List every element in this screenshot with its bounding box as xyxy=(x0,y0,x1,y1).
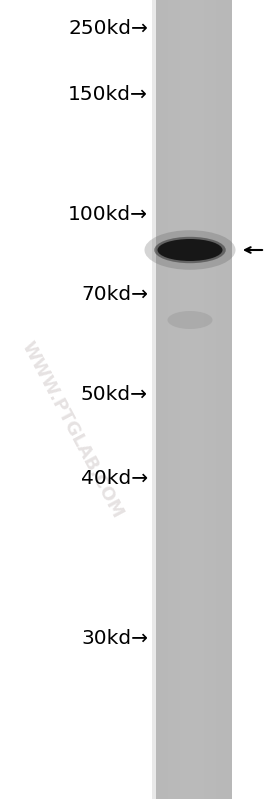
Bar xyxy=(184,0,188,799)
Text: 150kd→: 150kd→ xyxy=(68,85,148,105)
Bar xyxy=(228,0,232,799)
Text: 30kd→: 30kd→ xyxy=(81,629,148,647)
Text: 70kd→: 70kd→ xyxy=(81,285,148,304)
Bar xyxy=(192,0,196,799)
Bar xyxy=(216,0,220,799)
Bar xyxy=(176,0,180,799)
Text: 40kd→: 40kd→ xyxy=(81,468,148,487)
Ellipse shape xyxy=(154,237,226,263)
Bar xyxy=(180,0,184,799)
Ellipse shape xyxy=(157,239,223,261)
Bar xyxy=(152,0,157,799)
Bar xyxy=(200,0,204,799)
Bar xyxy=(164,0,168,799)
Bar xyxy=(160,0,164,799)
Bar xyxy=(204,0,208,799)
Bar xyxy=(168,0,172,799)
Bar xyxy=(224,0,228,799)
Bar xyxy=(188,0,192,799)
Text: WWW.PTGLAB.COM: WWW.PTGLAB.COM xyxy=(18,339,126,522)
Bar xyxy=(156,0,160,799)
Text: 50kd→: 50kd→ xyxy=(81,385,148,404)
Bar xyxy=(212,0,216,799)
Ellipse shape xyxy=(144,230,235,270)
Ellipse shape xyxy=(167,311,213,329)
Bar xyxy=(220,0,224,799)
Bar xyxy=(172,0,176,799)
Text: 250kd→: 250kd→ xyxy=(68,18,148,38)
Text: 100kd→: 100kd→ xyxy=(68,205,148,225)
Bar xyxy=(196,0,200,799)
Bar xyxy=(208,0,212,799)
Bar xyxy=(156,0,232,799)
